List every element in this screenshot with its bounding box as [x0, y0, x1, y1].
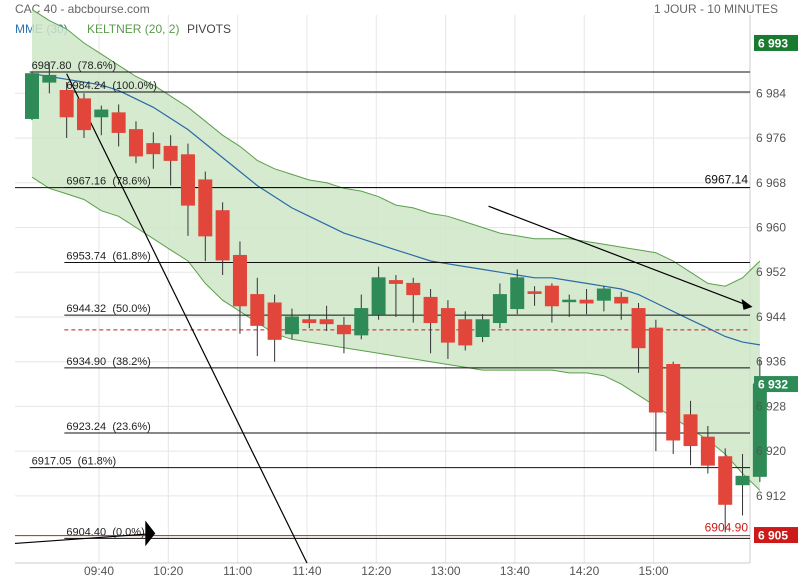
fib-level-pct: (61.8%): [112, 250, 151, 262]
candle-body: [43, 75, 56, 82]
x-tick-label: 13:40: [500, 564, 530, 578]
candle-body: [77, 99, 90, 130]
x-tick-label: 15:00: [639, 564, 669, 578]
x-tick-label: 14:20: [569, 564, 599, 578]
y-tick-label: 6 952: [756, 265, 786, 279]
candle-body: [649, 328, 662, 412]
y-tick-label: 6 984: [756, 86, 786, 100]
candle-body: [60, 90, 73, 116]
candle-body: [268, 303, 281, 339]
candle-body: [372, 278, 385, 314]
candle-body: [26, 74, 39, 119]
fib-level-price: 6904.40: [66, 526, 106, 538]
candle-body: [251, 295, 264, 326]
candle-body: [528, 292, 541, 294]
y-tick-label: 6 960: [756, 220, 786, 234]
high-price-badge: 6 993: [758, 36, 788, 50]
candle-body: [719, 457, 732, 505]
candle-body: [476, 320, 489, 337]
y-tick-label: 6 968: [756, 176, 786, 190]
candle-body: [563, 300, 576, 302]
fib-level-price: 6953.74: [66, 250, 106, 262]
candle-body: [164, 146, 177, 160]
fib-level-pct: (78.6%): [78, 60, 117, 72]
candle-body: [216, 211, 229, 260]
candle-body: [199, 180, 212, 236]
fib-level-price: 6967.16: [66, 175, 106, 187]
candle-body: [736, 476, 749, 484]
candle-body: [684, 415, 697, 446]
candle-body: [337, 325, 350, 333]
candle-body: [667, 364, 680, 439]
candle-body: [233, 255, 246, 305]
candle-body: [615, 297, 628, 303]
last-price-badge: 6 932: [758, 378, 788, 392]
y-tick-label: 6 928: [756, 399, 786, 413]
candle-body: [129, 130, 142, 156]
x-tick-label: 13:00: [431, 564, 461, 578]
candle-body: [545, 286, 558, 306]
candle-body: [147, 144, 160, 154]
fib-level-price: 6934.90: [66, 356, 106, 368]
x-tick-label: 12:20: [361, 564, 391, 578]
candle-body: [389, 281, 402, 284]
candle-body: [580, 300, 593, 303]
candle-body: [112, 113, 125, 133]
fib-level-pct: (38.2%): [112, 356, 151, 368]
horizontal-level-label: 6967.14: [705, 173, 749, 187]
horizontal-level-label: 6904.90: [705, 521, 749, 535]
candle-body: [493, 295, 506, 323]
candle-body: [632, 309, 645, 348]
x-tick-label: 10:20: [153, 564, 183, 578]
fib-level-price: 6923.24: [66, 421, 106, 433]
fib-level-pct: (100.0%): [112, 80, 157, 92]
candle-body: [459, 320, 472, 345]
candle-body: [355, 309, 368, 335]
x-tick-label: 09:40: [84, 564, 114, 578]
low-price-badge: 6 905: [758, 529, 788, 543]
candle-body: [701, 437, 714, 465]
fib-level-pct: (23.6%): [112, 421, 151, 433]
candle-body: [285, 317, 298, 334]
candle-body: [320, 320, 333, 324]
fib-level-price: 6987.80: [32, 60, 72, 72]
y-tick-label: 6 936: [756, 355, 786, 369]
y-tick-label: 6 976: [756, 131, 786, 145]
candle-body: [181, 155, 194, 205]
candle-body: [511, 278, 524, 309]
fib-level-price: 6944.32: [66, 303, 106, 315]
fib-level-pct: (61.8%): [78, 456, 117, 468]
y-tick-label: 6 912: [756, 489, 786, 503]
candle-body: [441, 309, 454, 343]
x-tick-label: 11:00: [223, 564, 252, 578]
arrow-head-bottom: [145, 521, 155, 547]
y-tick-label: 6 920: [756, 444, 786, 458]
candle-body: [753, 384, 766, 476]
candle-body: [424, 297, 437, 322]
candle-body: [303, 320, 316, 323]
candle-body: [407, 283, 420, 294]
fib-level-price: 6917.05: [32, 456, 72, 468]
candle-body: [95, 110, 108, 117]
fib-level-pct: (50.0%): [112, 303, 151, 315]
candle-body: [597, 289, 610, 300]
y-tick-label: 6 944: [756, 310, 786, 324]
x-tick-label: 11:40: [292, 564, 321, 578]
